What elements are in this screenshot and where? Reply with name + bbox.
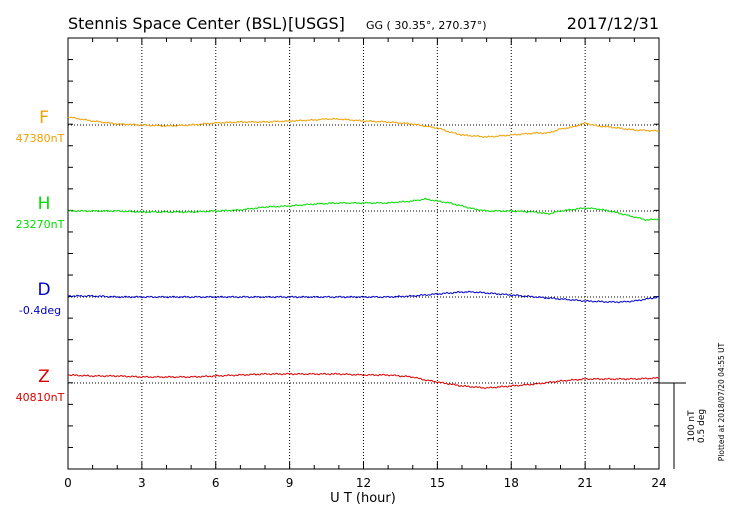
x-tick-label: 12 — [356, 476, 371, 490]
series-name-h: H — [38, 194, 51, 214]
trace-d — [67, 290, 660, 304]
series-baseline-d: -0.4deg — [19, 304, 61, 317]
x-tick-label: 9 — [286, 476, 294, 490]
series-baseline-z: 40810nT — [16, 391, 65, 404]
x-tick-label: 3 — [138, 476, 146, 490]
scale-bar-nt-label: 100 nT — [687, 410, 697, 442]
station-title: Stennis Space Center (BSL) — [68, 14, 287, 33]
series-baseline-h: 23270nT — [16, 218, 65, 231]
scale-bar: 100 nT 0.5 deg — [659, 382, 707, 469]
grid — [68, 38, 659, 469]
trace-f — [67, 116, 660, 139]
source-label: [USGS] — [288, 14, 345, 33]
scale-bar-deg-label: 0.5 deg — [697, 409, 707, 443]
coordinates-label: GG ( 30.35°, 270.37°) — [366, 19, 487, 32]
date-label: 2017/12/31 — [567, 14, 659, 33]
x-tick-labels: 0 3 6 9 12 15 18 21 24 — [64, 476, 666, 490]
series-name-d: D — [37, 280, 50, 300]
ticks — [67, 38, 660, 469]
series-baseline-f: 47380nT — [16, 132, 65, 145]
trace-z — [67, 372, 660, 390]
series-name-z: Z — [38, 367, 50, 387]
x-tick-label: 18 — [504, 476, 519, 490]
traces — [67, 116, 660, 390]
trace-h — [67, 197, 660, 221]
series-labels: F 47380nT H 23270nT D -0.4deg Z 40810nT — [16, 108, 65, 404]
series-name-f: F — [39, 108, 49, 128]
x-axis-label: U T (hour) — [330, 491, 396, 506]
x-tick-label: 24 — [651, 476, 666, 490]
x-tick-label: 6 — [212, 476, 220, 490]
plotted-at-note: Plotted at 2018/07/20 04:55 UT — [717, 342, 726, 461]
x-tick-label: 0 — [64, 476, 72, 490]
x-tick-label: 15 — [430, 476, 445, 490]
x-tick-label: 21 — [577, 476, 592, 490]
